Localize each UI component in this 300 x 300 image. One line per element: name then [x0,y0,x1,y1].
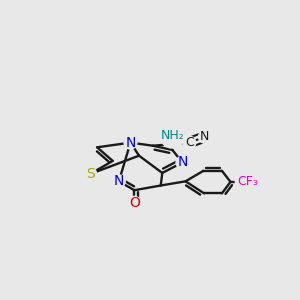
Text: S: S [86,167,94,181]
Circle shape [124,136,137,149]
Text: N: N [200,130,210,143]
Circle shape [176,156,189,169]
Text: O: O [129,196,140,210]
Text: N: N [125,136,136,150]
Text: N: N [114,174,124,188]
Circle shape [160,124,184,148]
Text: N: N [177,155,188,170]
Circle shape [112,175,125,188]
Text: CF₃: CF₃ [237,175,258,188]
Circle shape [128,196,141,209]
Text: NH₂: NH₂ [160,129,184,142]
Circle shape [199,130,211,143]
Circle shape [235,169,260,194]
Text: C: C [185,136,194,149]
Circle shape [84,168,97,180]
Circle shape [183,136,196,149]
